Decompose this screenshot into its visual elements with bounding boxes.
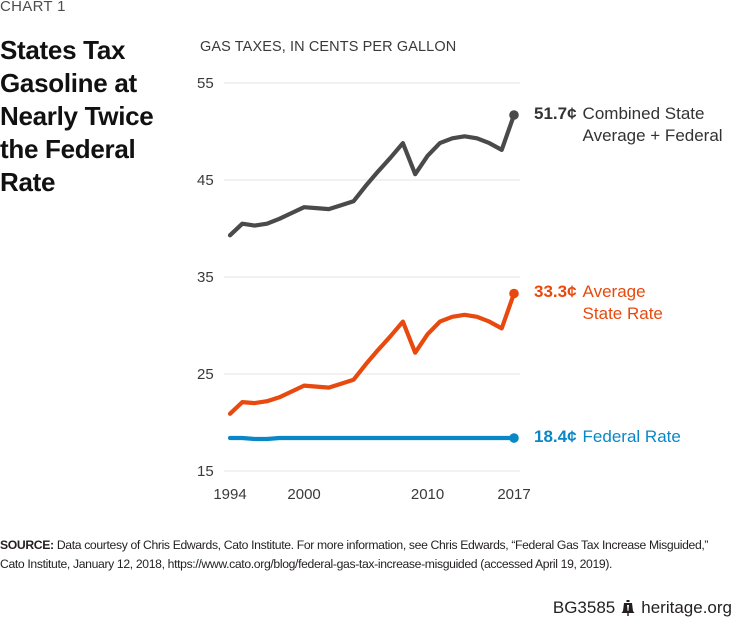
gridlines (224, 82, 520, 472)
series-name: Combined State Average + Federal (582, 104, 723, 145)
x-tick-label: 2017 (497, 486, 530, 503)
series-end-value: 51.7¢ (534, 104, 577, 123)
x-tick-labels: 1994 2000 2010 2017 (213, 486, 530, 503)
series-end-value: 33.3¢ (534, 282, 577, 302)
series-end-point (509, 288, 519, 299)
site-name: heritage.org (641, 598, 732, 617)
x-tick-label: 2010 (411, 486, 444, 503)
footer: BG3585 heritage.org (553, 598, 732, 618)
y-tick-label: 15 (197, 463, 214, 480)
source-label: SOURCE: (0, 538, 54, 552)
chart-number-label: CHART 1 (0, 0, 66, 15)
series-line-0 (227, 112, 517, 238)
report-code: BG3585 (552, 598, 616, 617)
series-label: 33.3¢ Average State Rate (534, 281, 663, 325)
series-label: 51.7¢ Combined State Average + Federal (534, 103, 723, 147)
series-line-1 (227, 291, 517, 416)
y-axis-label: GAS TAXES, IN CENTS PER GALLON (200, 39, 457, 55)
x-tick-label: 1994 (213, 486, 246, 503)
x-tick-label: 2000 (287, 486, 320, 503)
series-name: Average State Rate (582, 282, 663, 324)
y-tick-label: 55 (197, 75, 214, 92)
series-end-point (509, 433, 519, 443)
series-name: Federal Rate (582, 427, 681, 447)
series-line-2 (227, 435, 517, 442)
series-end-value: 18.4¢ (534, 427, 577, 447)
y-tick-label: 45 (197, 172, 214, 189)
liberty-bell-icon (621, 600, 635, 616)
series-end-point (509, 110, 519, 120)
chart-title: States Tax Gasoline at Nearly Twice the … (0, 35, 154, 197)
source-note: SOURCE: Data courtesy of Chris Edwards, … (0, 536, 734, 574)
series-label: 18.4¢ Federal Rate (534, 426, 681, 448)
line-chart: 15 25 35 45 55 1994 2000 2010 2017 (197, 75, 531, 503)
y-tick-label: 35 (197, 269, 214, 286)
source-text: Data courtesy of Chris Edwards, Cato Ins… (0, 538, 709, 571)
series-lines (227, 110, 519, 443)
y-tick-label: 25 (197, 366, 214, 383)
y-tick-labels: 15 25 35 45 55 (197, 75, 214, 480)
